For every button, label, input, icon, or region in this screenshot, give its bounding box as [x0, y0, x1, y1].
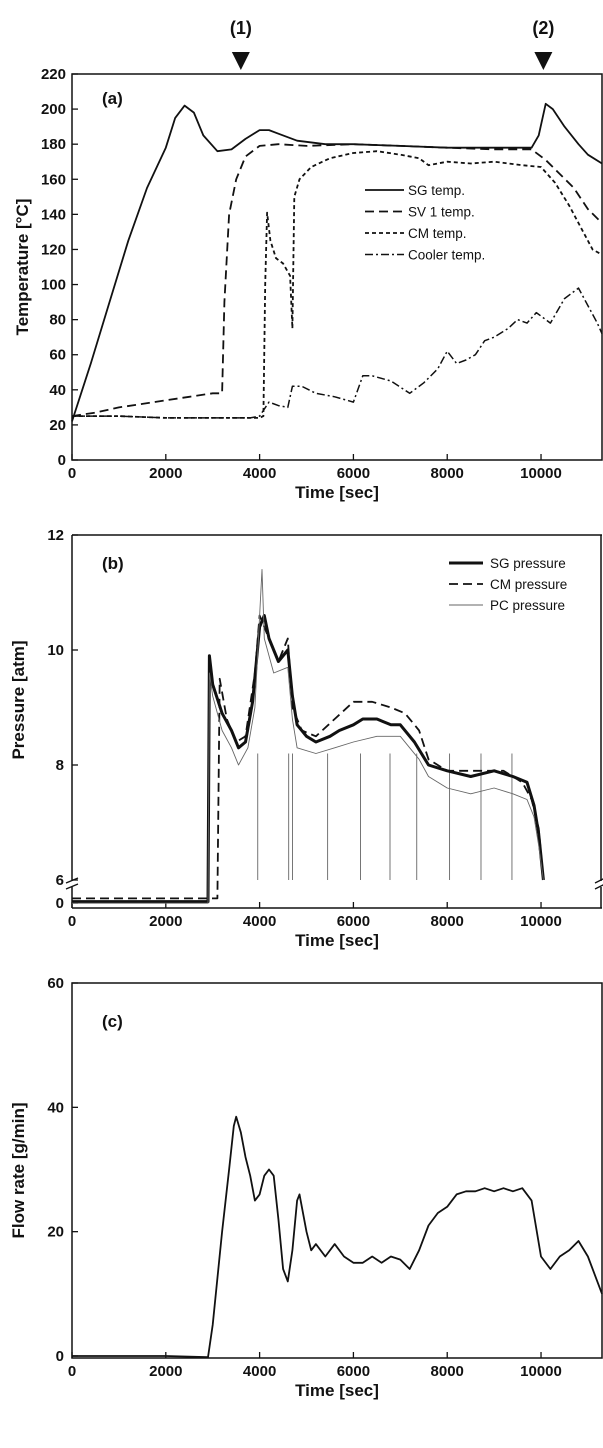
legend: SG temp. SV 1 temp. CM temp. Cooler temp.: [365, 183, 485, 263]
flow-rate-panel: 0 20 40 60 0 2000 4000 6000 8000 10000 Time [sec] F…: [9, 975, 603, 1400]
x-tick-label: 6000: [337, 913, 370, 930]
series-line-b-1: [72, 614, 545, 900]
x-tick-label: 6000: [337, 1363, 370, 1380]
x-tick-label: 4000: [243, 465, 276, 482]
marker-2-label: (2): [532, 18, 554, 38]
marker-2-triangle: [534, 52, 553, 70]
y-tick-label: 12: [47, 527, 64, 544]
x-tick-label: 2000: [149, 1363, 182, 1380]
marker-1-label: (1): [230, 18, 252, 38]
plot-frame: [71, 73, 603, 461]
y-tick-label: 10: [47, 642, 64, 659]
legend: SG pressure CM pressure PC pressure: [449, 556, 567, 613]
y-tick-label: 6: [56, 872, 64, 889]
x-tick-label: 2000: [149, 465, 182, 482]
legend-label: CM pressure: [490, 577, 567, 592]
y-tick-label: 100: [41, 277, 66, 294]
x-tick-label: 0: [68, 465, 76, 482]
temperature-panel: 0 20 40 60 80 100 120 140 160 180 200 220 0 2000 4000 6…: [13, 66, 603, 502]
series-line-b-2: [72, 569, 544, 904]
series-line-b-0: [72, 614, 545, 904]
panel-label: (c): [102, 1012, 123, 1031]
y-tick-label: 80: [49, 312, 66, 329]
pressure-panel: 0 6 8 10 12 0 2000 4000 6000 8000 10000 Time [sec] P…: [9, 527, 603, 950]
axis-break-right: [594, 878, 603, 890]
x-tick-label: 6000: [337, 465, 370, 482]
x-tick-label: 2000: [149, 913, 182, 930]
y-tick-label: 20: [49, 417, 66, 434]
y-tick-label: 0: [58, 452, 66, 469]
series-line-a-3: [72, 287, 603, 419]
legend-label: SG temp.: [408, 183, 465, 198]
y-tick-label: 8: [56, 757, 64, 774]
series-line-c-0: [72, 1115, 603, 1359]
panel-label: (a): [102, 89, 123, 108]
panel-label: (b): [102, 554, 124, 573]
legend-label: SV 1 temp.: [408, 205, 475, 220]
y-axis-label: Pressure [atm]: [9, 640, 28, 759]
x-axis-label: Time [sec]: [295, 931, 379, 950]
y-tick-label: 140: [41, 206, 66, 223]
x-tick-label: 10000: [520, 465, 562, 482]
y-axis-label: Temperature [°C]: [13, 199, 32, 336]
y-tick-label: 40: [49, 382, 66, 399]
legend-label: PC pressure: [490, 598, 565, 613]
x-tick-label: 8000: [431, 1363, 464, 1380]
y-tick-label: 0: [56, 1348, 64, 1365]
series-line-a-0: [71, 102, 603, 422]
x-axis-label: Time [sec]: [295, 1381, 379, 1400]
x-tick-label: 10000: [520, 1363, 562, 1380]
y-tick-label: 200: [41, 101, 66, 118]
x-tick-label: 0: [68, 1363, 76, 1380]
series-line-a-1: [71, 143, 603, 417]
x-tick-label: 8000: [431, 913, 464, 930]
legend-label: CM temp.: [408, 226, 467, 241]
y-tick-label: 40: [47, 1099, 64, 1116]
y-tick-label: 60: [49, 347, 66, 364]
x-tick-label: 10000: [520, 913, 562, 930]
x-tick-label: 0: [68, 913, 76, 930]
y-tick-label: 20: [47, 1224, 64, 1241]
y-tick-label: 0: [56, 895, 64, 912]
x-axis-label: Time [sec]: [295, 483, 379, 502]
y-tick-label: 180: [41, 136, 66, 153]
marker-1-triangle: [231, 52, 250, 70]
y-tick-label: 220: [41, 66, 66, 83]
legend-label: Cooler temp.: [408, 248, 485, 263]
series-line-a-2: [72, 150, 603, 419]
y-axis-label: Flow rate [g/min]: [9, 1103, 28, 1239]
x-tick-label: 4000: [243, 913, 276, 930]
x-tick-label: 8000: [431, 465, 464, 482]
y-tick-label: 160: [41, 171, 66, 188]
y-tick-label: 60: [47, 975, 64, 992]
event-markers: (1) (2): [230, 18, 554, 70]
legend-label: SG pressure: [490, 556, 566, 571]
plot-frame: [71, 982, 603, 1359]
y-tick-label: 120: [41, 241, 66, 258]
x-tick-label: 4000: [243, 1363, 276, 1380]
